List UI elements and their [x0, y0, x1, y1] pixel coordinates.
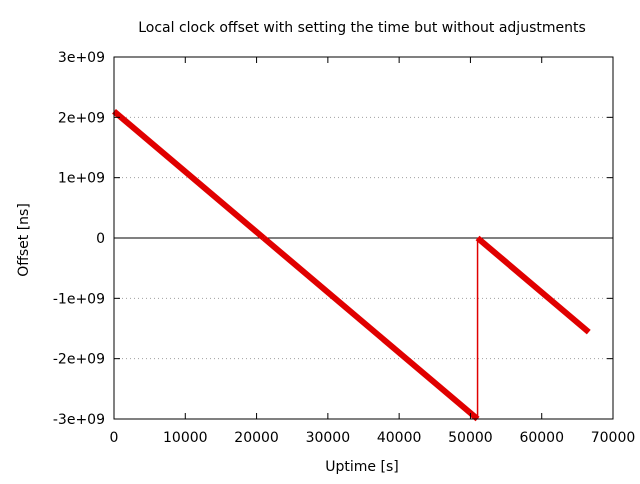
y-tick-label: -2e+09 — [53, 352, 105, 368]
ticks-layer — [113, 56, 614, 420]
y-tick-label: 3e+09 — [58, 50, 105, 66]
x-tick-label: 10000 — [163, 430, 208, 446]
x-tick-label: 20000 — [234, 430, 279, 446]
series-segment — [475, 235, 591, 335]
y-tick-label: 2e+09 — [58, 110, 105, 126]
y-tick-label: -3e+09 — [53, 412, 105, 428]
series-layer — [112, 109, 591, 422]
tick-label-layer: -3e+09 -2e+09 -1e+09 0 1e+09 2e+09 3e+09 0 10000… — [53, 50, 635, 446]
y-tick-label: -1e+09 — [53, 291, 105, 307]
series-offset — [112, 109, 591, 422]
series-segment — [261, 235, 480, 422]
y-tick-label: 1e+09 — [58, 171, 105, 187]
x-tick-label: 50000 — [448, 430, 493, 446]
x-tick-label: 40000 — [377, 430, 422, 446]
y-tick-label: 0 — [96, 231, 105, 247]
x-tick-label: 60000 — [519, 430, 564, 446]
series-segment — [112, 109, 266, 241]
x-tick-label: 30000 — [306, 430, 351, 446]
chart-title: Local clock offset with setting the time… — [138, 20, 586, 36]
x-axis-label: Uptime [s] — [325, 459, 398, 475]
y-axis-label: Offset [ns] — [16, 203, 32, 277]
x-tick-label: 70000 — [591, 430, 636, 446]
x-tick-label: 0 — [110, 430, 119, 446]
